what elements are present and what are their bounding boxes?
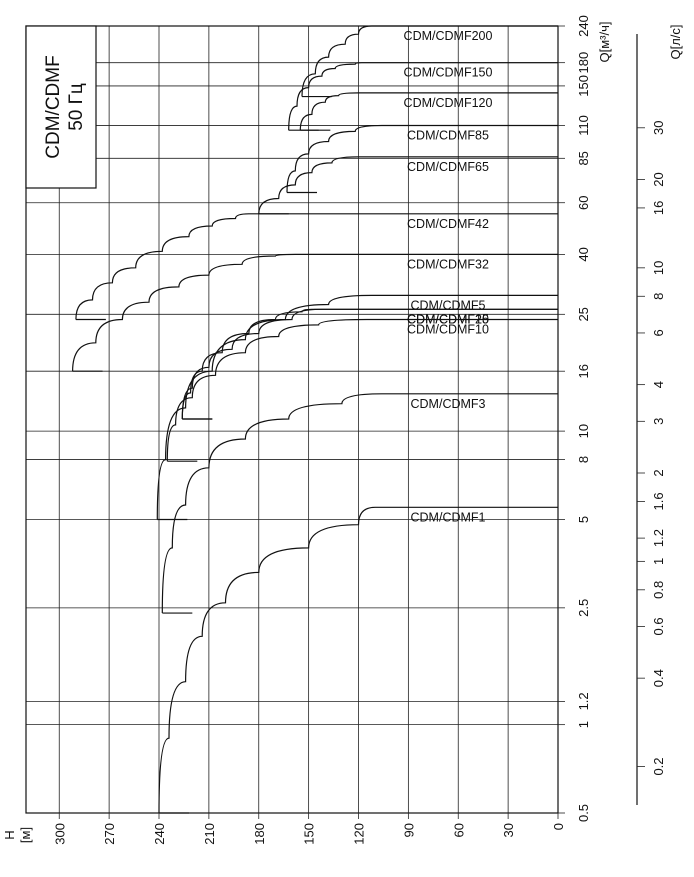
y-tick-label: 1.2 (576, 692, 591, 710)
y2-tick-label: 0.4 (651, 669, 666, 687)
y-tick-label: 180 (576, 52, 591, 74)
x-tick-label: 0 (551, 823, 566, 830)
series-label: CDM/CDMF42 (407, 217, 489, 231)
x-tick-label: 210 (202, 823, 217, 845)
series-label: CDM/CDMF3 (411, 397, 486, 411)
series-label: CDM/CDMF65 (407, 160, 489, 174)
y-tick-label: 8 (576, 456, 591, 463)
curve-cdm-cdmf5 (156, 294, 558, 520)
performance-curves (72, 25, 558, 814)
curve-cdm-cdmf42 (75, 213, 558, 320)
series-label: CDM/CDMF10 (407, 323, 489, 337)
x-axis-label: H (2, 830, 17, 839)
title-frame (25, 25, 97, 189)
x-tick-label: 90 (401, 823, 416, 837)
y-axis-label: Q[м³/ч] (597, 22, 612, 63)
y-tick-label: 1 (576, 721, 591, 728)
curve-cdm-cdmf20 (181, 308, 558, 420)
y2-tick-label: 4 (651, 381, 666, 388)
curve-cdm-cdmf10 (166, 318, 558, 462)
x-tick-label: 270 (102, 823, 117, 845)
y2-tick-label: 0.8 (651, 581, 666, 599)
x-tick-label: 180 (252, 823, 267, 845)
y2-tick-label: 1 (651, 558, 666, 565)
series-label: CDM/CDMF1 (411, 510, 486, 524)
y2-tick-label: 0.6 (651, 617, 666, 635)
y-tick-label: 40 (576, 247, 591, 261)
y-tick-label: 10 (576, 424, 591, 438)
curve-cdm-cdmf1 (158, 506, 558, 814)
y2-tick-label: 6 (651, 329, 666, 336)
y-tick-label: 2.5 (576, 599, 591, 617)
y2-tick-label: 8 (651, 293, 666, 300)
y2-axis-label: Q[л/с] (668, 24, 683, 59)
y2-tick-label: 1.2 (651, 529, 666, 547)
curve-cdm-cdmf15 (181, 308, 558, 420)
y-tick-label: 0.5 (576, 804, 591, 822)
y-tick-label: 16 (576, 364, 591, 378)
y-tick-label: 25 (576, 307, 591, 321)
series-label: CDM/CDMF85 (407, 128, 489, 142)
curve-cdm-cdmf65 (258, 156, 558, 214)
y2-tick-label: 20 (651, 172, 666, 186)
y-tick-label: 150 (576, 75, 591, 97)
x-tick-label: 240 (152, 823, 167, 845)
y2-tick-label: 10 (651, 261, 666, 275)
series-label: CDM/CDMF120 (404, 96, 493, 110)
chart-title: CDM/CDMF (43, 55, 64, 158)
x-tick-label: 60 (451, 823, 466, 837)
y-tick-label: 110 (576, 115, 591, 136)
plot-frame (25, 25, 559, 814)
x-tick-label: 300 (52, 823, 67, 845)
x-axis-unit: [м] (18, 827, 33, 843)
curve-cdm-cdmf32 (72, 253, 558, 372)
y2-tick-label: 30 (651, 121, 666, 135)
y-tick-label: 240 (576, 15, 591, 37)
y2-tick-label: 1.6 (651, 492, 666, 510)
x-tick-label: 30 (501, 823, 516, 837)
series-label: CDM/CDMF15 (407, 312, 489, 326)
curve-cdm-cdmf150 (288, 62, 558, 131)
y2-tick-label: 2 (651, 469, 666, 476)
grid (26, 25, 559, 814)
axes: 300 270 240 210 180 150 120 90 60 30 00.511.22.558… (25, 15, 666, 845)
series-label: CDM/CDMF20 (407, 312, 489, 326)
chart-subtitle: 50 Гц (66, 83, 87, 131)
x-tick-label: 150 (302, 823, 317, 845)
y-tick-label: 60 (576, 195, 591, 209)
series-label: CDM/CDMF5 (411, 298, 486, 312)
y-tick-label: 5 (576, 516, 591, 523)
y2-tick-label: 3 (651, 418, 666, 425)
y2-tick-label: 16 (651, 201, 666, 215)
series-label: CDM/CDMF200 (404, 29, 493, 43)
series-label: CDM/CDMF32 (407, 257, 489, 271)
curve-cdm-cdmf3 (161, 393, 558, 614)
curve-cdm-cdmf200 (301, 25, 558, 97)
y-tick-label: 85 (576, 151, 591, 165)
curve-cdm-cdmf120 (299, 92, 558, 131)
curve-cdm-cdmf85 (286, 124, 558, 193)
x-tick-label: 120 (352, 823, 367, 845)
series-label: CDM/CDMF150 (404, 66, 493, 80)
title-box: CDM/CDMF 50 Гц (25, 25, 97, 189)
series-labels: CDM/CDMF1CDM/CDMF3CDM/CDMF5CDM/CDMF10CDM… (404, 29, 493, 524)
y2-tick-label: 0.2 (651, 757, 666, 775)
